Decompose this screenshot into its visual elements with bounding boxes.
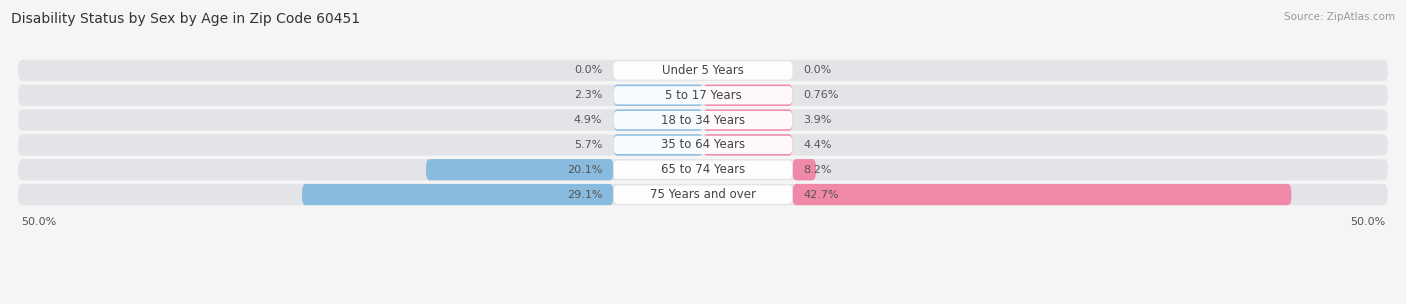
Text: 29.1%: 29.1% bbox=[567, 190, 602, 199]
Text: 0.0%: 0.0% bbox=[804, 65, 832, 75]
FancyBboxPatch shape bbox=[426, 159, 613, 180]
FancyBboxPatch shape bbox=[18, 134, 1388, 156]
FancyBboxPatch shape bbox=[18, 184, 1388, 205]
FancyBboxPatch shape bbox=[793, 184, 1291, 205]
FancyBboxPatch shape bbox=[613, 134, 703, 156]
FancyBboxPatch shape bbox=[613, 185, 793, 204]
FancyBboxPatch shape bbox=[613, 86, 793, 104]
Text: 65 to 74 Years: 65 to 74 Years bbox=[661, 163, 745, 176]
Text: 0.76%: 0.76% bbox=[804, 90, 839, 100]
Text: 2.3%: 2.3% bbox=[574, 90, 602, 100]
FancyBboxPatch shape bbox=[703, 109, 793, 131]
Text: Under 5 Years: Under 5 Years bbox=[662, 64, 744, 77]
FancyBboxPatch shape bbox=[18, 159, 1388, 180]
Text: Source: ZipAtlas.com: Source: ZipAtlas.com bbox=[1284, 12, 1395, 22]
Text: 3.9%: 3.9% bbox=[804, 115, 832, 125]
FancyBboxPatch shape bbox=[703, 85, 793, 106]
FancyBboxPatch shape bbox=[613, 109, 703, 131]
Text: 35 to 64 Years: 35 to 64 Years bbox=[661, 138, 745, 151]
FancyBboxPatch shape bbox=[613, 85, 703, 106]
Text: 8.2%: 8.2% bbox=[804, 165, 832, 175]
Text: 75 Years and over: 75 Years and over bbox=[650, 188, 756, 201]
FancyBboxPatch shape bbox=[18, 85, 1388, 106]
FancyBboxPatch shape bbox=[18, 60, 1388, 81]
FancyBboxPatch shape bbox=[613, 61, 793, 80]
Text: Disability Status by Sex by Age in Zip Code 60451: Disability Status by Sex by Age in Zip C… bbox=[11, 12, 360, 26]
Text: 0.0%: 0.0% bbox=[574, 65, 602, 75]
Text: 20.1%: 20.1% bbox=[567, 165, 602, 175]
FancyBboxPatch shape bbox=[613, 136, 793, 154]
Text: 5 to 17 Years: 5 to 17 Years bbox=[665, 89, 741, 102]
FancyBboxPatch shape bbox=[302, 184, 613, 205]
Text: 50.0%: 50.0% bbox=[21, 217, 56, 227]
Text: 18 to 34 Years: 18 to 34 Years bbox=[661, 114, 745, 126]
Text: 50.0%: 50.0% bbox=[1350, 217, 1385, 227]
FancyBboxPatch shape bbox=[703, 134, 793, 156]
Text: 5.7%: 5.7% bbox=[574, 140, 602, 150]
FancyBboxPatch shape bbox=[18, 109, 1388, 131]
Text: 42.7%: 42.7% bbox=[804, 190, 839, 199]
FancyBboxPatch shape bbox=[613, 161, 793, 179]
Text: 4.4%: 4.4% bbox=[804, 140, 832, 150]
Text: 4.9%: 4.9% bbox=[574, 115, 602, 125]
FancyBboxPatch shape bbox=[613, 111, 793, 129]
FancyBboxPatch shape bbox=[793, 159, 815, 180]
